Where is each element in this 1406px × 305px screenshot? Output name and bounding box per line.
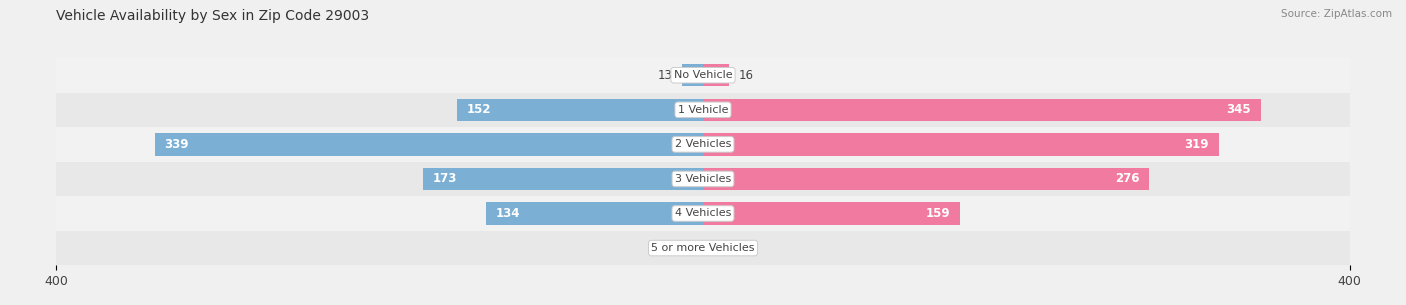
Text: 0: 0: [716, 242, 723, 255]
Text: No Vehicle: No Vehicle: [673, 70, 733, 80]
Bar: [703, 64, 728, 87]
Text: 134: 134: [496, 207, 520, 220]
Text: 0: 0: [683, 242, 690, 255]
Bar: [486, 202, 703, 225]
Text: 345: 345: [1226, 103, 1251, 116]
Text: 152: 152: [467, 103, 492, 116]
Text: 2 Vehicles: 2 Vehicles: [675, 139, 731, 149]
Text: 5 or more Vehicles: 5 or more Vehicles: [651, 243, 755, 253]
Text: 276: 276: [1115, 172, 1140, 185]
Bar: [56, 231, 1350, 265]
Text: 1 Vehicle: 1 Vehicle: [678, 105, 728, 115]
Text: 4 Vehicles: 4 Vehicles: [675, 209, 731, 218]
Bar: [423, 168, 703, 190]
Text: 3 Vehicles: 3 Vehicles: [675, 174, 731, 184]
Bar: [56, 196, 1350, 231]
Text: Vehicle Availability by Sex in Zip Code 29003: Vehicle Availability by Sex in Zip Code …: [56, 9, 370, 23]
Bar: [457, 99, 703, 121]
Text: 319: 319: [1185, 138, 1209, 151]
Text: 339: 339: [165, 138, 188, 151]
Bar: [56, 162, 1350, 196]
Bar: [703, 99, 1261, 121]
Bar: [703, 202, 960, 225]
Bar: [155, 133, 703, 156]
Bar: [56, 58, 1350, 92]
Bar: [682, 64, 703, 87]
Bar: [703, 133, 1219, 156]
Bar: [703, 168, 1149, 190]
Bar: [56, 127, 1350, 162]
Bar: [56, 92, 1350, 127]
Text: Source: ZipAtlas.com: Source: ZipAtlas.com: [1281, 9, 1392, 19]
Text: 159: 159: [925, 207, 950, 220]
Text: 16: 16: [738, 69, 754, 82]
Text: 13: 13: [658, 69, 672, 82]
Text: 173: 173: [433, 172, 457, 185]
